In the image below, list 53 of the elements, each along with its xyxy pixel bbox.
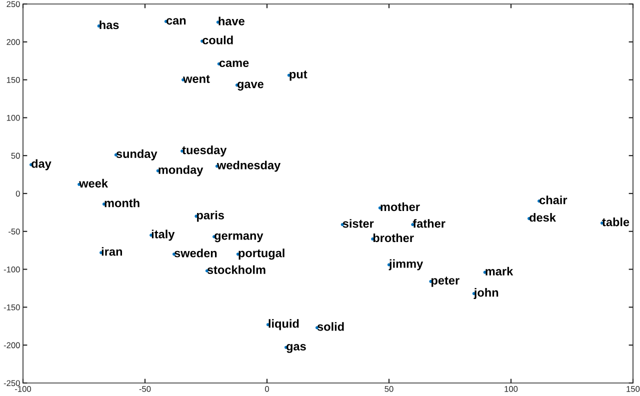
y-tick-label: 150 [6, 77, 20, 83]
annotation: john [474, 288, 498, 300]
annotation: gave [237, 82, 264, 91]
annotation: could [202, 36, 233, 44]
annotation: has [100, 20, 119, 30]
annotation: day [32, 159, 52, 170]
annotation: table [602, 218, 630, 226]
y-tick-label: -250 [4, 380, 20, 386]
y-tick-label: -150 [4, 304, 20, 310]
annotation: sunday [116, 149, 158, 160]
annotation: mother [380, 202, 420, 212]
annotation: germany [214, 233, 264, 242]
y-tick-label: 0 [16, 190, 20, 197]
annotation: peter [432, 276, 460, 287]
y-tick-label: -200 [4, 342, 20, 348]
x-tick-label: 150 [626, 386, 640, 392]
annotation: sister [342, 219, 374, 228]
annotation: jimmy [388, 259, 424, 270]
annotation: father [412, 219, 446, 228]
y-tick-label: -100 [4, 266, 20, 272]
annotation: paris [197, 210, 224, 222]
y-tick-label: 200 [6, 39, 20, 45]
annotation: solid [317, 322, 344, 331]
annotation: month [104, 198, 140, 208]
annotation: chair [540, 196, 568, 204]
annotation: stockholm [207, 265, 266, 274]
annotation: mark [486, 266, 514, 276]
annotation: italy [152, 230, 175, 241]
annotation: portugal [238, 248, 284, 260]
annotation: put [290, 70, 308, 81]
annotation: have [218, 16, 244, 26]
annotation: monday [158, 165, 204, 176]
annotation: brother [373, 233, 414, 242]
annotation: gas [286, 344, 306, 353]
y-tick-label: 100 [6, 114, 20, 121]
y-tick-label: -50 [8, 228, 20, 234]
annotation: sweden [174, 248, 217, 258]
y-tick-label: 250 [6, 1, 20, 8]
y-tick-label: 50 [11, 152, 20, 159]
annotation: tuesday [182, 146, 227, 157]
annotation: desk [530, 213, 556, 222]
annotation: week [79, 178, 108, 188]
x-tick-label: 50 [384, 386, 394, 392]
annotation: went [183, 75, 210, 83]
x-tick-label: 0 [265, 386, 269, 392]
annotation: wednesday [216, 160, 281, 172]
x-tick-label: -50 [139, 386, 151, 392]
annotation: iran [102, 247, 122, 256]
x-tick-label: -100 [15, 386, 32, 392]
annotation: liquid [268, 319, 299, 330]
annotation: can [166, 18, 186, 25]
annotation: came [219, 60, 249, 68]
x-tick-label: 100 [504, 386, 518, 392]
